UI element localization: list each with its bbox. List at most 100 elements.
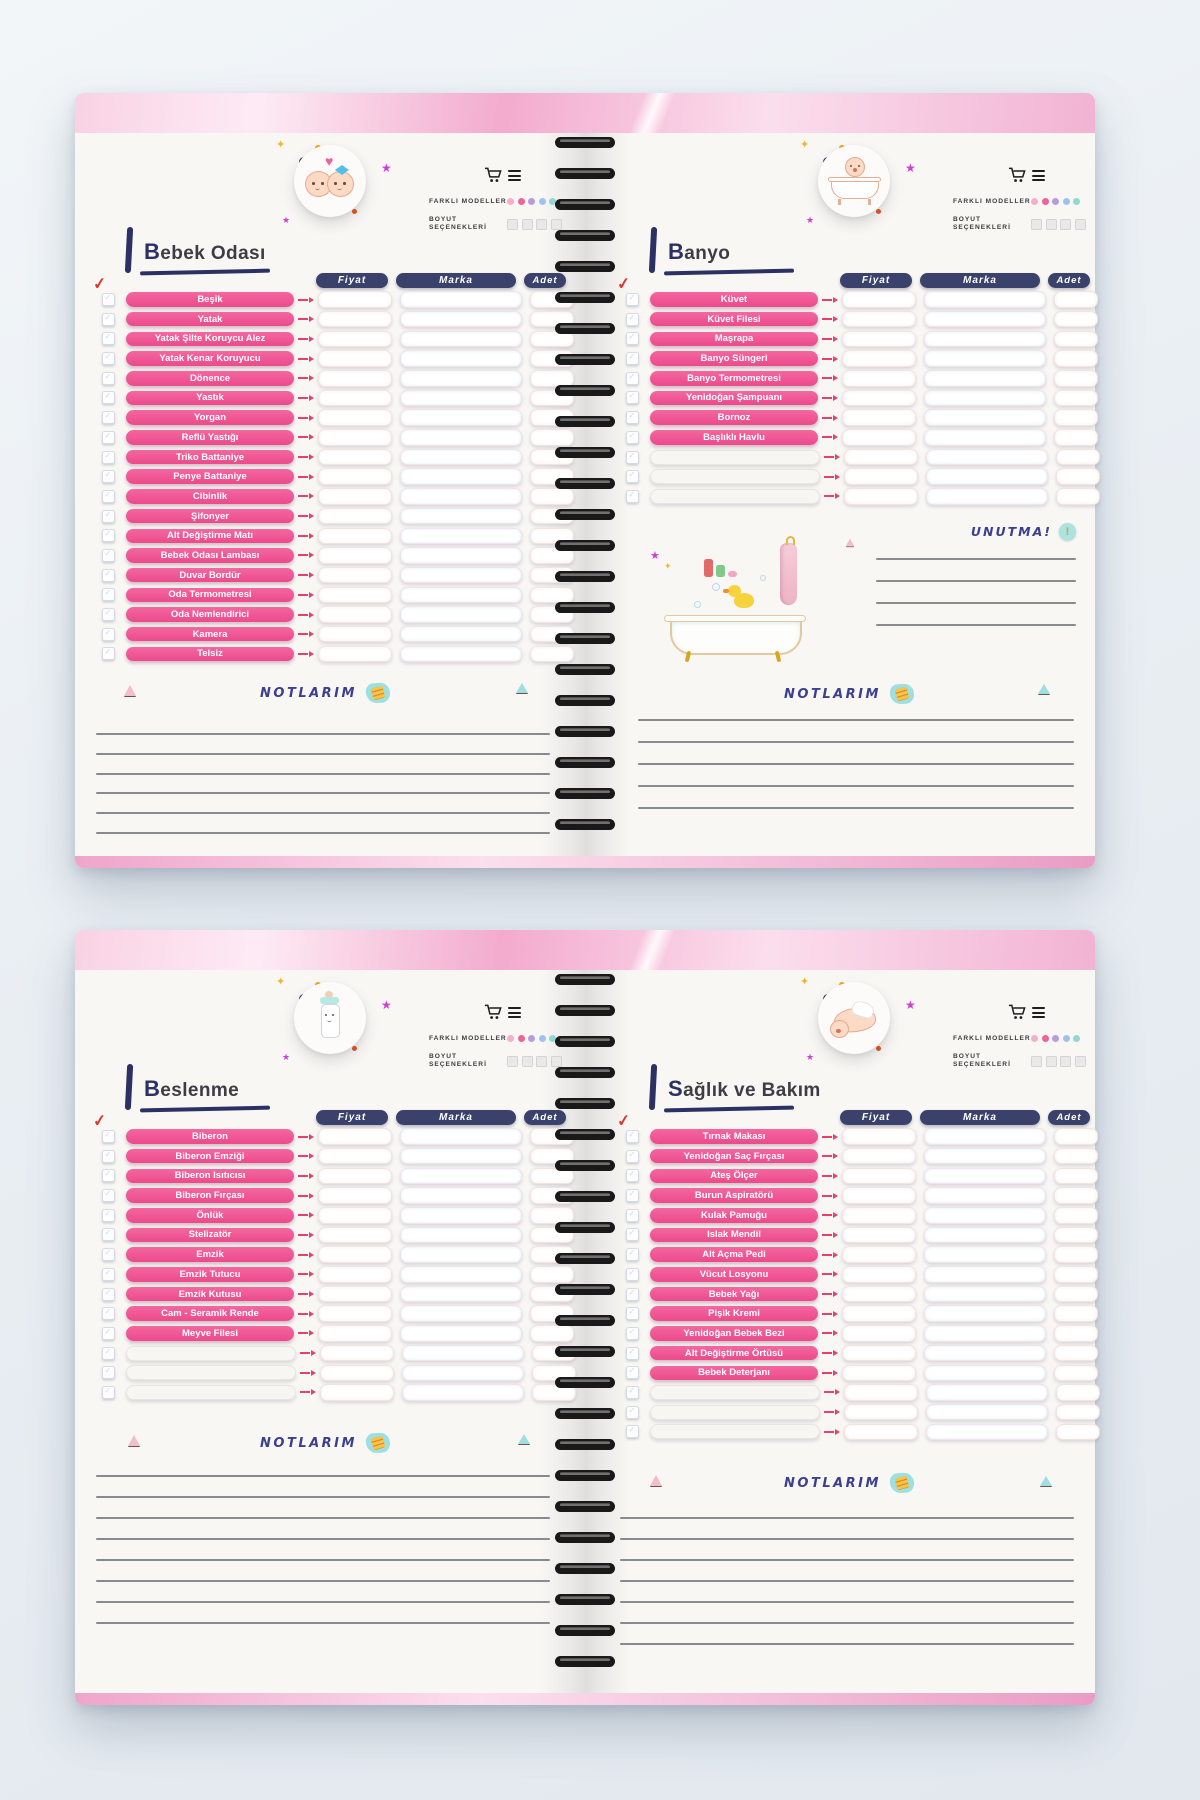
brand-field[interactable] [400, 488, 522, 505]
item-label-blank[interactable] [126, 1384, 296, 1400]
price-field[interactable] [318, 625, 392, 643]
price-field[interactable] [842, 1207, 916, 1224]
price-field[interactable] [842, 1285, 916, 1303]
item-checkbox[interactable] [626, 1405, 639, 1419]
brand-field[interactable] [400, 448, 522, 466]
brand-field[interactable] [400, 330, 522, 348]
item-checkbox[interactable] [102, 1307, 115, 1321]
quantity-field[interactable] [1056, 448, 1100, 466]
quantity-field[interactable] [532, 1384, 576, 1401]
quantity-field[interactable] [1054, 1344, 1098, 1362]
price-field[interactable] [842, 1344, 916, 1362]
price-field[interactable] [318, 291, 392, 308]
brand-field[interactable] [400, 1285, 522, 1303]
item-label-blank[interactable] [650, 1424, 820, 1440]
quantity-field[interactable] [530, 1325, 574, 1342]
price-field[interactable] [842, 310, 916, 328]
brand-field[interactable] [924, 1266, 1046, 1283]
quantity-field[interactable] [530, 547, 574, 564]
brand-field[interactable] [924, 1305, 1046, 1322]
brand-field[interactable] [400, 1325, 522, 1342]
item-checkbox[interactable] [102, 470, 115, 484]
item-checkbox[interactable] [626, 430, 639, 444]
item-label-blank[interactable] [650, 469, 820, 485]
price-field[interactable] [318, 507, 392, 525]
brand-field[interactable] [400, 1147, 522, 1165]
brand-field[interactable] [400, 606, 522, 623]
item-checkbox[interactable] [102, 312, 115, 326]
price-field[interactable] [318, 1266, 392, 1283]
quantity-field[interactable] [1054, 1266, 1098, 1283]
item-checkbox[interactable] [626, 371, 639, 385]
price-field[interactable] [318, 586, 392, 604]
brand-field[interactable] [402, 1364, 524, 1381]
quantity-field[interactable] [1054, 1285, 1098, 1303]
price-field[interactable] [842, 389, 916, 407]
brand-field[interactable] [924, 1167, 1046, 1185]
item-checkbox[interactable] [102, 647, 115, 661]
item-checkbox[interactable] [102, 450, 115, 464]
price-field[interactable] [318, 429, 392, 446]
item-checkbox[interactable] [102, 430, 115, 444]
price-field[interactable] [318, 310, 392, 328]
price-field[interactable] [318, 1147, 392, 1165]
brand-field[interactable] [400, 409, 522, 426]
item-checkbox[interactable] [102, 568, 115, 582]
item-checkbox[interactable] [102, 1346, 115, 1360]
brand-field[interactable] [400, 1167, 522, 1185]
brand-field[interactable] [400, 1246, 522, 1263]
quantity-field[interactable] [530, 527, 574, 544]
item-checkbox[interactable] [626, 450, 639, 464]
price-field[interactable] [318, 547, 392, 564]
quantity-field[interactable] [1056, 488, 1100, 505]
brand-field[interactable] [400, 645, 522, 663]
item-checkbox[interactable] [102, 489, 115, 503]
brand-field[interactable] [924, 1226, 1046, 1244]
price-field[interactable] [318, 527, 392, 544]
item-checkbox[interactable] [626, 489, 639, 503]
price-field[interactable] [318, 1246, 392, 1263]
item-checkbox[interactable] [626, 293, 639, 306]
item-checkbox[interactable] [102, 1366, 115, 1380]
quantity-field[interactable] [530, 645, 574, 663]
quantity-field[interactable] [1054, 350, 1098, 367]
note-lines[interactable] [96, 1475, 550, 1643]
price-field[interactable] [844, 1384, 918, 1401]
item-label-blank[interactable] [126, 1365, 296, 1381]
brand-field[interactable] [400, 429, 522, 446]
price-field[interactable] [842, 1226, 916, 1244]
item-checkbox[interactable] [102, 1149, 115, 1163]
price-field[interactable] [842, 291, 916, 308]
brand-field[interactable] [924, 1344, 1046, 1362]
quantity-field[interactable] [1054, 1128, 1098, 1145]
price-field[interactable] [318, 350, 392, 367]
brand-field[interactable] [924, 409, 1046, 426]
price-field[interactable] [318, 1305, 392, 1322]
brand-field[interactable] [400, 310, 522, 328]
item-checkbox[interactable] [626, 312, 639, 326]
brand-field[interactable] [924, 1325, 1046, 1342]
item-checkbox[interactable] [626, 332, 639, 346]
brand-field[interactable] [400, 291, 522, 308]
item-checkbox[interactable] [102, 627, 115, 641]
brand-field[interactable] [400, 1207, 522, 1224]
item-checkbox[interactable] [626, 352, 639, 366]
price-field[interactable] [844, 448, 918, 466]
price-field[interactable] [842, 1187, 916, 1204]
note-lines[interactable] [638, 719, 1074, 829]
brand-field[interactable] [924, 1364, 1046, 1381]
quantity-field[interactable] [1054, 1364, 1098, 1381]
brand-field[interactable] [400, 566, 522, 584]
item-checkbox[interactable] [102, 1248, 115, 1262]
quantity-field[interactable] [530, 586, 574, 604]
quantity-field[interactable] [530, 330, 574, 348]
item-checkbox[interactable] [102, 1130, 115, 1143]
price-field[interactable] [318, 1285, 392, 1303]
item-checkbox[interactable] [626, 1228, 639, 1242]
quantity-field[interactable] [1054, 1147, 1098, 1165]
brand-field[interactable] [924, 1207, 1046, 1224]
item-checkbox[interactable] [102, 352, 115, 366]
brand-field[interactable] [924, 429, 1046, 446]
quantity-field[interactable] [1054, 370, 1098, 387]
item-checkbox[interactable] [102, 371, 115, 385]
